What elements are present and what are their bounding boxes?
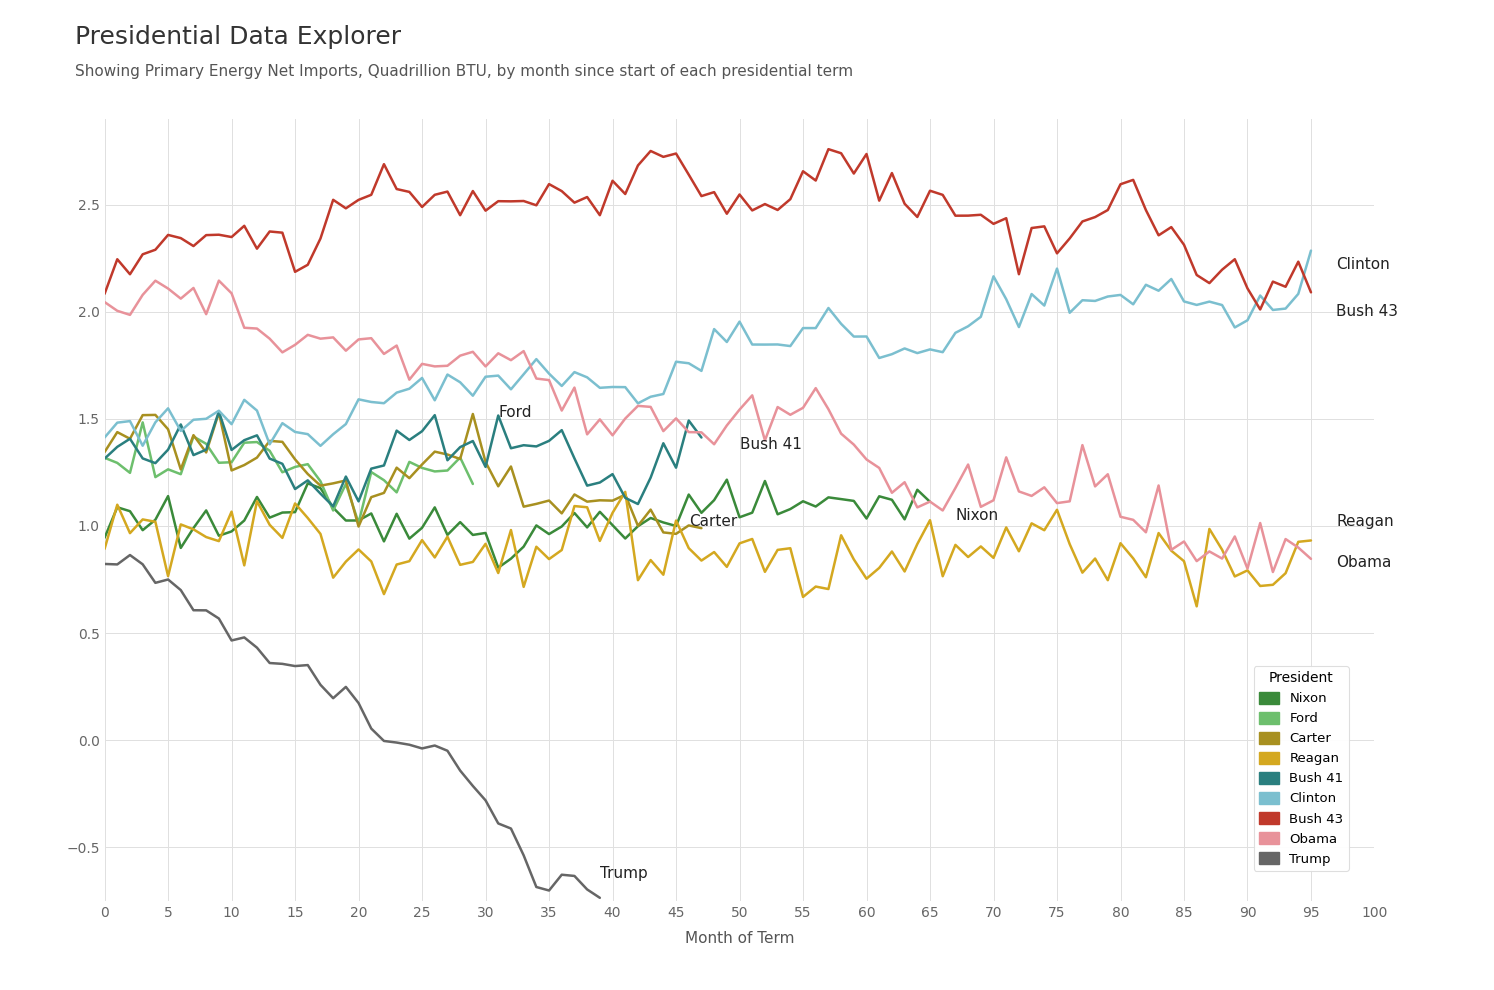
Text: Bush 41: Bush 41: [740, 437, 801, 452]
Text: Trump: Trump: [601, 865, 647, 880]
Text: Nixon: Nixon: [956, 508, 998, 523]
X-axis label: Month of Term: Month of Term: [684, 931, 795, 945]
Text: Reagan: Reagan: [1337, 514, 1394, 529]
Legend: Nixon, Ford, Carter, Reagan, Bush 41, Clinton, Bush 43, Obama, Trump: Nixon, Ford, Carter, Reagan, Bush 41, Cl…: [1253, 666, 1349, 871]
Text: Carter: Carter: [689, 514, 737, 529]
Text: Bush 43: Bush 43: [1337, 304, 1398, 319]
Text: Showing Primary Energy Net Imports, Quadrillion BTU, by month since start of eac: Showing Primary Energy Net Imports, Quad…: [75, 64, 853, 79]
Text: Obama: Obama: [1337, 554, 1392, 570]
Text: Clinton: Clinton: [1337, 257, 1389, 272]
Text: Presidential Data Explorer: Presidential Data Explorer: [75, 25, 400, 49]
Text: Ford: Ford: [499, 405, 532, 420]
